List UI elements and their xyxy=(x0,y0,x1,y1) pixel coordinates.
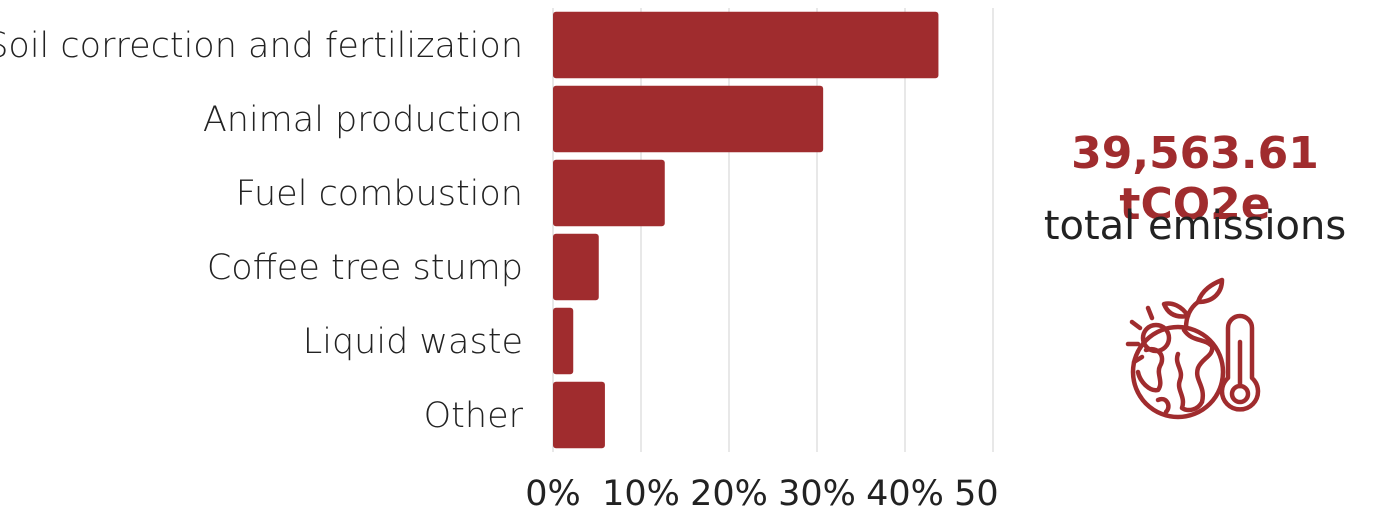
x-tick-labels: 0% 10% 20% 30% 40% 50% xyxy=(525,474,1000,511)
x-tick-label: 40% xyxy=(866,474,944,511)
bar xyxy=(553,233,599,301)
global-warming-icon xyxy=(1125,277,1261,420)
bar xyxy=(553,159,665,227)
bar xyxy=(553,307,574,375)
category-label: Animal production xyxy=(203,100,523,140)
total-emissions-value: 39,563.61 tCO2e xyxy=(1071,128,1319,230)
category-label: Fuel combustion xyxy=(236,174,523,214)
category-label: Coffee tree stump xyxy=(207,248,523,288)
total-emissions-caption: total emissions xyxy=(1043,203,1347,249)
category-label: Other xyxy=(424,396,524,436)
x-tick-label: 10% xyxy=(602,474,680,511)
category-labels: Soil correction and fertilization Animal … xyxy=(0,26,524,436)
category-label: Soil correction and fertilization xyxy=(0,26,523,66)
bar xyxy=(553,381,605,449)
x-tick-label: 0% xyxy=(525,474,581,511)
x-tick-label: 30% xyxy=(778,474,856,511)
bar-chart: Soil correction and fertilization Animal … xyxy=(0,8,1000,511)
x-tick-label: 50% xyxy=(954,474,1000,511)
bars xyxy=(553,11,939,449)
x-tick-label: 20% xyxy=(690,474,768,511)
bar xyxy=(553,85,824,153)
category-label: Liquid waste xyxy=(303,322,523,362)
bar xyxy=(553,11,939,79)
gridlines xyxy=(552,8,994,452)
